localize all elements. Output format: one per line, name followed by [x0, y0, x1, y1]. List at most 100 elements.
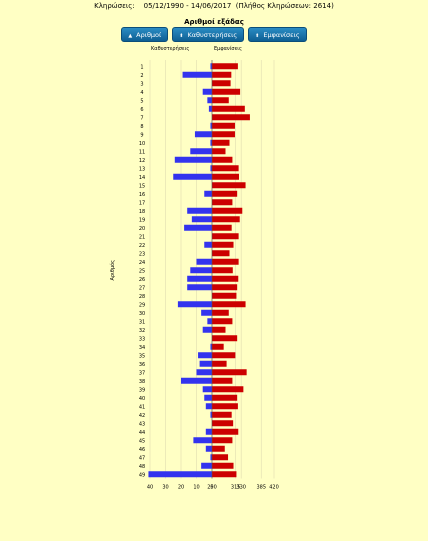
appearance-bar: [212, 394, 238, 401]
category-label: 10: [139, 141, 145, 147]
appearance-bar: [212, 224, 232, 231]
delay-bar: [207, 97, 212, 104]
delay-bar: [173, 173, 212, 180]
delay-bar: [210, 122, 212, 129]
category-label: 8: [140, 124, 143, 130]
appearance-bar: [212, 386, 244, 393]
category-label: 27: [139, 285, 145, 291]
sort-by-number-button[interactable]: ▲ Αριθμοί: [121, 27, 169, 42]
category-label: 12: [139, 158, 145, 164]
category-label: 43: [139, 421, 145, 427]
appearance-bar: [212, 71, 232, 78]
delay-bar: [205, 428, 212, 435]
appearance-bar: [212, 97, 229, 104]
category-label: 11: [139, 149, 145, 155]
delay-bar: [205, 445, 212, 452]
appearance-bar: [212, 335, 238, 342]
appearance-bar: [212, 216, 240, 223]
category-label: 29: [139, 302, 145, 308]
appearance-bar: [212, 258, 239, 265]
delay-bar: [201, 309, 212, 316]
category-label: 7: [140, 115, 143, 121]
left-tick-label: 0: [210, 485, 213, 491]
delay-bar: [202, 88, 212, 95]
appearance-bar: [212, 309, 229, 316]
delay-bar: [181, 377, 212, 384]
appearance-bar: [212, 88, 241, 95]
left-tick-label: 20: [178, 485, 184, 491]
category-label: 2: [140, 73, 143, 79]
delay-bar: [196, 369, 212, 376]
right-tick-label: 250: [207, 485, 217, 491]
category-label: 41: [139, 404, 145, 410]
draws-header: Κληρώσεις: 05/12/1990 - 14/06/2017 (Πλήθ…: [0, 2, 428, 10]
appearance-bar: [212, 326, 226, 333]
appearance-bar: [212, 352, 236, 359]
delay-bar: [201, 462, 212, 469]
category-label: 26: [139, 277, 145, 283]
sort-by-delays-button[interactable]: ⬍ Καθυστερήσεις: [172, 27, 245, 42]
sort-arrows-icon: ⬍: [179, 33, 184, 39]
appearance-bar: [212, 199, 233, 206]
category-label: 3: [140, 81, 143, 87]
appearance-bar: [212, 122, 235, 129]
delay-bar: [190, 148, 212, 155]
category-label: 32: [139, 328, 145, 334]
delay-bar: [182, 71, 212, 78]
appearance-bar: [212, 80, 231, 87]
delay-bar: [210, 63, 212, 70]
delay-bar: [194, 131, 212, 138]
appearance-bar: [212, 301, 246, 308]
sort-by-appearances-button[interactable]: ⬍ Εμφανίσεις: [248, 27, 307, 42]
sort-by-number-label: Αριθμοί: [136, 31, 162, 39]
delay-bar: [191, 216, 212, 223]
right-tick-label: 315: [231, 485, 241, 491]
delay-bar: [210, 165, 212, 172]
category-label: 46: [139, 447, 145, 453]
sort-arrows-icon: ⬍: [255, 33, 260, 39]
appearance-bar: [212, 156, 233, 163]
appearance-bar: [212, 462, 234, 469]
category-label: 15: [139, 183, 145, 189]
appearance-bar: [212, 411, 232, 418]
appearance-bar: [212, 131, 235, 138]
appearance-bar: [212, 165, 239, 172]
category-label: 38: [139, 379, 145, 385]
delay-bar: [184, 224, 212, 231]
category-label: 18: [139, 209, 145, 215]
appearance-bar: [212, 454, 229, 461]
delay-bar: [207, 318, 212, 325]
draws-label: Κληρώσεις:: [94, 2, 135, 10]
up-arrow-icon: ▲: [128, 33, 133, 39]
delay-bar: [210, 454, 212, 461]
appearances-column-label: Εμφανίσεις: [214, 46, 242, 52]
category-label: 37: [139, 370, 145, 376]
appearance-bar: [212, 360, 227, 367]
delay-bar: [205, 403, 212, 410]
appearance-bar: [212, 420, 234, 427]
category-label: 23: [139, 251, 145, 257]
appearance-bar: [212, 207, 243, 214]
category-label: 28: [139, 294, 145, 300]
appearance-bar: [212, 267, 233, 274]
delay-bar: [202, 386, 212, 393]
delay-bar: [204, 190, 212, 197]
category-label: 19: [139, 217, 145, 223]
appearance-bar: [212, 241, 234, 248]
category-label: 13: [139, 166, 145, 172]
category-label: 49: [139, 472, 145, 478]
category-label: 4: [140, 90, 143, 96]
appearance-bar: [212, 182, 246, 189]
delay-bar: [187, 207, 212, 214]
delay-bar: [177, 301, 212, 308]
delay-bar: [210, 411, 212, 418]
delay-bar: [210, 139, 212, 146]
category-label: 1: [140, 64, 143, 70]
appearance-bar: [212, 471, 237, 478]
delay-bar: [174, 156, 212, 163]
category-label: 33: [139, 336, 145, 342]
right-tick-label: 420: [269, 485, 279, 491]
appearance-bar: [212, 233, 239, 240]
appearance-bar: [212, 377, 233, 384]
category-label: 5: [140, 98, 143, 104]
